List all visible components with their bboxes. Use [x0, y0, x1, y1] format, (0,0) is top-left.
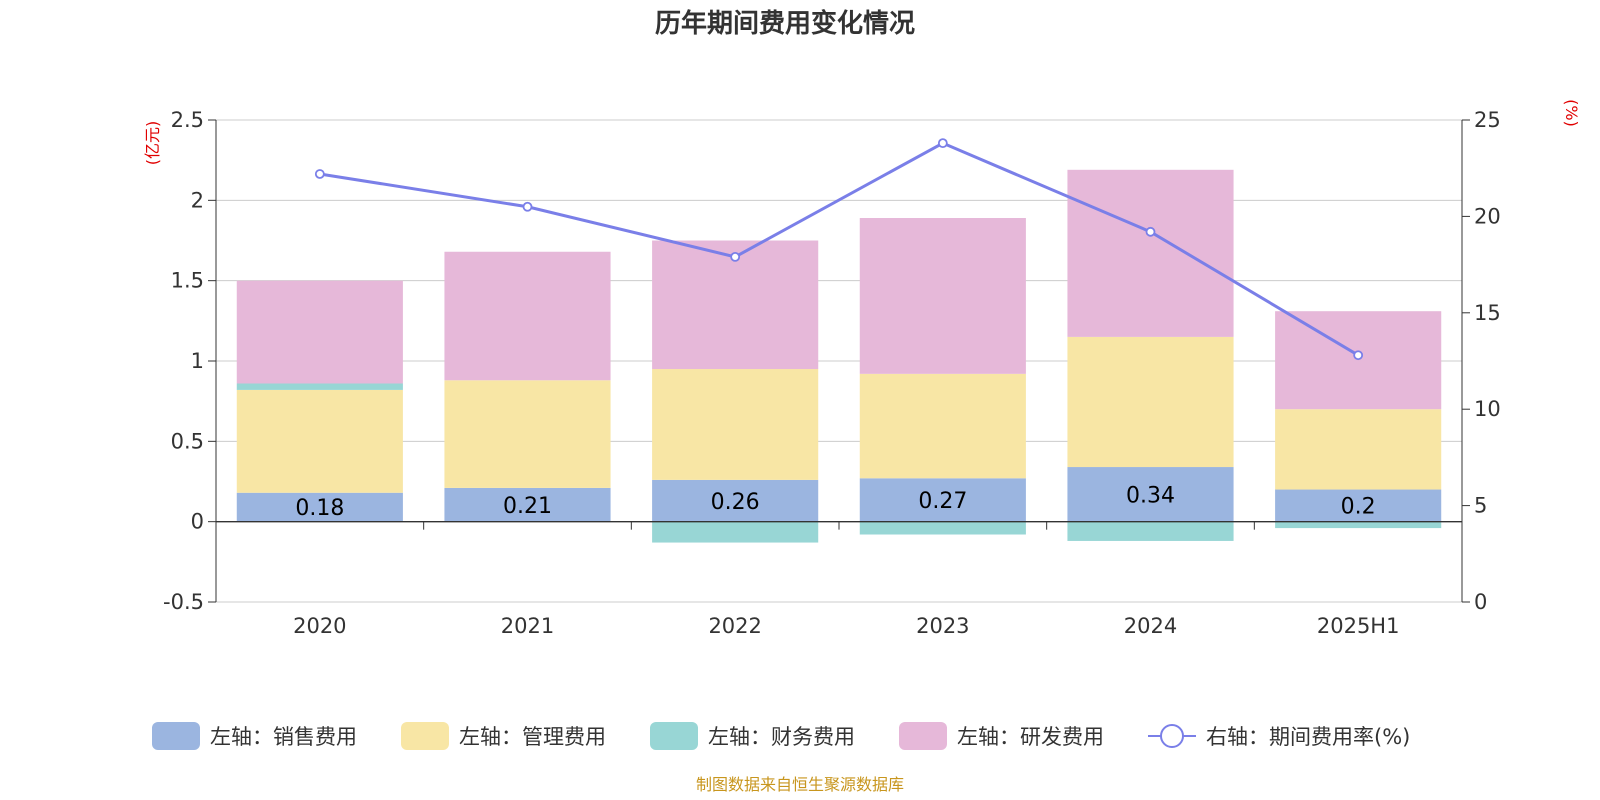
x-tick-label: 2025H1	[1317, 614, 1400, 638]
legend-label: 左轴：销售费用	[210, 725, 357, 749]
right-tick-label: 15	[1474, 301, 1501, 325]
bar-segment	[859, 218, 1026, 374]
data-label: 0.21	[503, 494, 552, 519]
right-axis: 25 20 15 10 5 0	[1461, 108, 1501, 614]
bar-segment	[444, 487, 611, 522]
left-tick-label: 1	[191, 349, 204, 373]
chart-title: 历年期间费用变化情况	[655, 8, 915, 39]
left-tick-label: 0	[191, 510, 204, 534]
x-tick-label: 2022	[708, 614, 761, 638]
legend-swatch	[650, 722, 698, 750]
bar-segment	[1067, 467, 1234, 522]
x-tick-label: 2024	[1124, 614, 1177, 638]
legend-marker	[1160, 724, 1184, 748]
bar-segment	[1067, 336, 1234, 468]
left-axis: 2.5 2 1.5 1 0.5 0 -0.5	[163, 108, 217, 614]
data-label: 0.27	[918, 489, 967, 514]
bar-segment	[859, 521, 1026, 535]
x-axis: 2020 2021 2022 2023 2024 2025H1	[216, 521, 1462, 638]
bar-segment	[236, 492, 403, 522]
bar-segment	[1067, 169, 1234, 337]
rate-point	[522, 201, 533, 212]
left-tick-label: -0.5	[163, 590, 204, 614]
bar-segment	[1275, 409, 1442, 490]
legend-label: 右轴：期间费用率(%)	[1206, 725, 1410, 749]
right-tick-label: 10	[1474, 397, 1501, 421]
data-label: 0.2	[1341, 495, 1376, 520]
data-label: 0.34	[1126, 483, 1175, 508]
legend-swatch	[401, 722, 449, 750]
bar-segment	[1275, 521, 1442, 529]
legend-label: 左轴：管理费用	[459, 725, 606, 749]
left-tick-label: 2.5	[171, 108, 204, 132]
data-label: 0.26	[711, 490, 760, 515]
bar-segment	[859, 478, 1026, 522]
left-tick-label: 0.5	[171, 429, 204, 453]
legend: 左轴：销售费用 左轴：管理费用 左轴：财务费用 左轴：研发费用 右轴：期间费用率(%)	[152, 722, 1410, 750]
bar-labels: 0.18 0.21 0.26 0.27 0.34 0.2	[295, 483, 1375, 521]
bar-segment	[652, 521, 819, 543]
rate-point	[1145, 226, 1156, 237]
data-label: 0.18	[295, 496, 344, 521]
right-tick-label: 5	[1474, 494, 1487, 518]
bar-segment	[1067, 521, 1234, 541]
right-tick-label: 25	[1474, 108, 1501, 132]
legend-label: 左轴：研发费用	[957, 725, 1104, 749]
legend-label: 左轴：财务费用	[708, 725, 855, 749]
right-tick-label: 0	[1474, 590, 1487, 614]
rate-line	[314, 138, 1364, 361]
bar-segment	[652, 479, 819, 522]
source-note: 制图数据来自恒生聚源数据库	[696, 775, 904, 794]
bar-segment	[652, 240, 819, 370]
legend-swatch	[899, 722, 947, 750]
legend-swatch	[152, 722, 200, 750]
rate-point	[730, 251, 741, 262]
left-tick-label: 1.5	[171, 269, 204, 293]
bar-segment	[444, 251, 611, 381]
rate-line-path	[319, 141, 1359, 357]
bars	[236, 169, 1442, 543]
bar-segment	[652, 369, 819, 480]
bar-segment	[1275, 489, 1442, 522]
bar-segment	[236, 389, 403, 493]
bar-segment	[1275, 311, 1442, 410]
rate-point	[937, 138, 948, 149]
left-tick-label: 2	[191, 188, 204, 212]
right-tick-label: 20	[1474, 204, 1501, 228]
left-axis-unit: (亿元)	[143, 121, 162, 166]
x-tick-label: 2023	[916, 614, 969, 638]
x-tick-label: 2020	[293, 614, 346, 638]
x-tick-label: 2021	[501, 614, 554, 638]
bar-segment	[859, 373, 1026, 479]
right-axis-unit: (%)	[1562, 99, 1581, 127]
bar-segment	[236, 280, 403, 384]
rate-point	[1353, 350, 1364, 361]
rate-point	[314, 169, 325, 179]
bar-segment	[236, 383, 403, 390]
bar-segment	[444, 380, 611, 488]
